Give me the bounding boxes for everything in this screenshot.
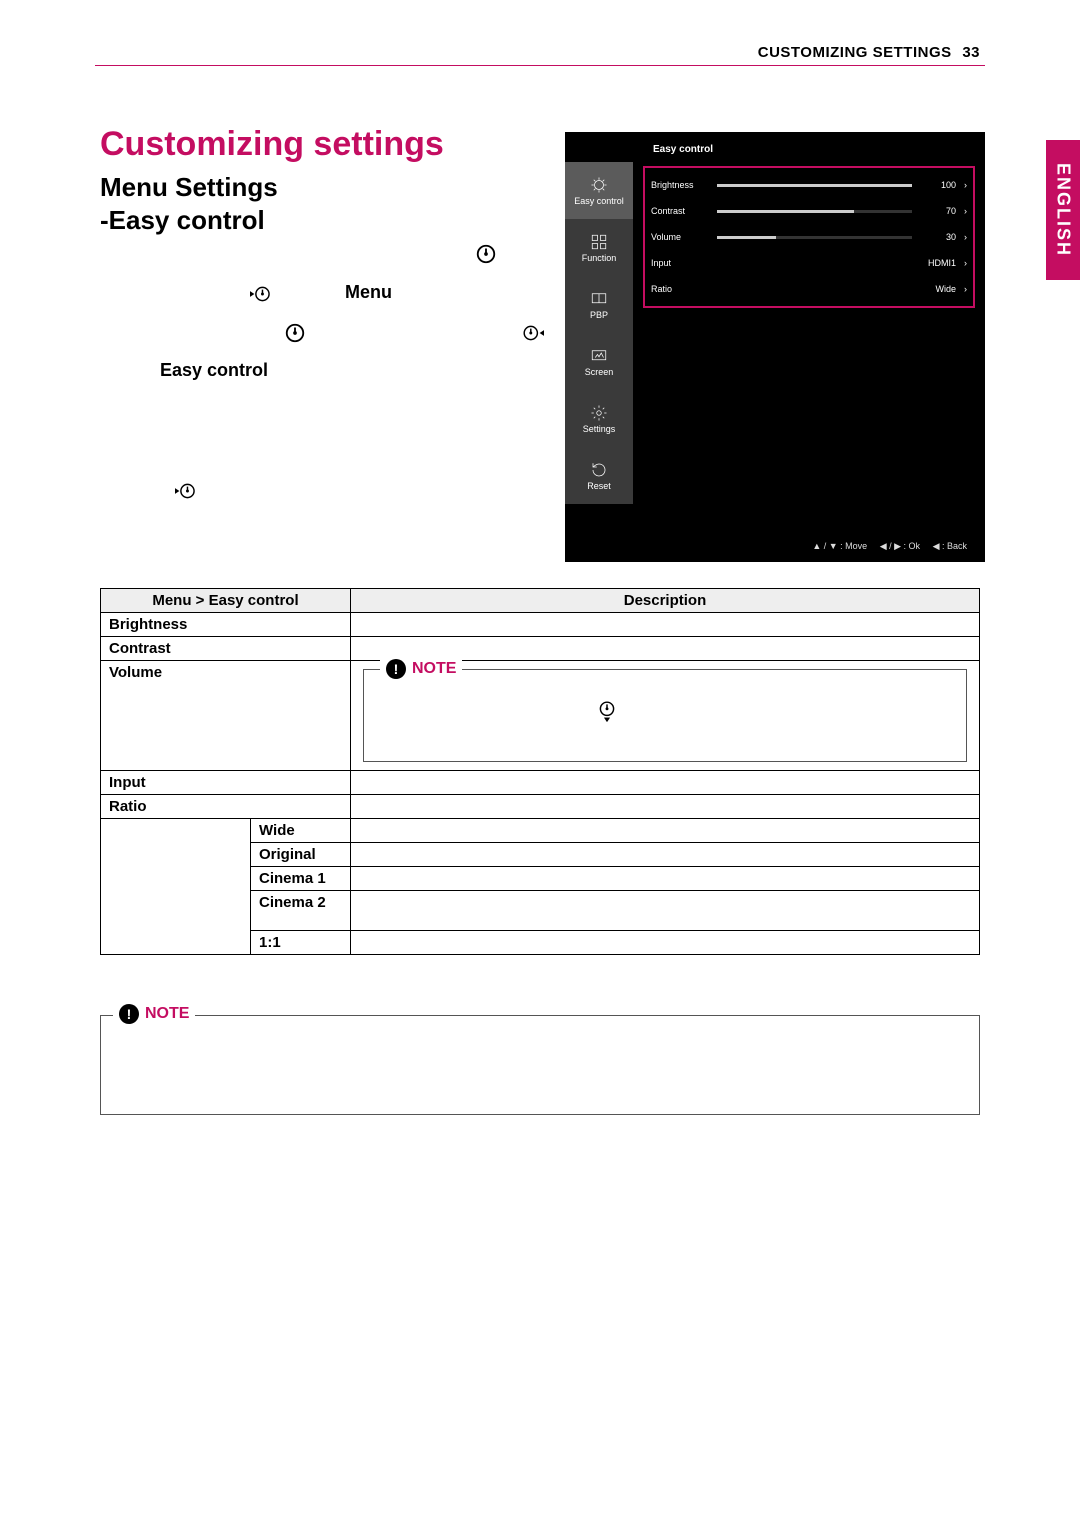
sidebar-item-function[interactable]: Function [565,219,633,276]
note-box: ! NOTE [363,669,967,762]
osd-title: Easy control [653,144,713,155]
sidebar-item-screen[interactable]: Screen [565,333,633,390]
sidebar-item-label: Easy control [574,196,624,206]
osd-footer: ▲ / ▼ : Move ◀ / ▶ : Ok ◀ : Back [802,541,967,552]
section-title: Menu Settings [100,172,278,203]
slider-fill [717,236,776,239]
page-number: 33 [962,44,980,61]
chevron-right-icon: › [964,232,967,242]
table-row-sublabel: Original [251,843,351,867]
table-cell [351,891,980,931]
joystick-icon [475,243,497,265]
joystick-left-icon [175,480,197,502]
osd-row-value: 70 [918,206,956,216]
language-label: ENGLISH [1053,163,1074,257]
sidebar-item-easy[interactable]: Easy control [565,162,633,219]
sidebar-item-label: Settings [583,424,616,434]
chevron-right-icon: › [964,180,967,190]
osd-panel: Brightness 100 › Contrast 70 › Volume 30… [643,166,975,308]
slider-track [717,210,912,213]
table-row-sublabel: Cinema 1 [251,867,351,891]
joystick-right-icon [522,322,544,344]
table-row-label: Brightness [101,613,351,637]
note-label: ! NOTE [380,659,462,679]
table-row-sublabel: Wide [251,819,351,843]
chevron-right-icon: › [964,206,967,216]
manual-page: CUSTOMIZING SETTINGS 33 ENGLISH Customiz… [0,0,1080,1524]
sidebar-item-settings[interactable]: Settings [565,390,633,447]
table-header-path: Menu > Easy control [101,589,351,613]
sidebar-item-label: Reset [587,481,611,491]
osd-row-value: 100 [918,180,956,190]
table-cell [351,867,980,891]
table-row-label: Input [101,771,351,795]
table-cell [351,613,980,637]
footer-hint-back: ◀ : Back [933,541,967,551]
osd-row-value: 30 [918,232,956,242]
inline-word-menu: Menu [345,282,392,303]
table-row-label: Contrast [101,637,351,661]
osd-row-value: HDMI1 [928,258,956,268]
footer-hint-ok: ◀ / ▶ : Ok [880,541,920,551]
table-cell [351,843,980,867]
chevron-right-icon: › [964,258,967,268]
osd-row-brightness[interactable]: Brightness 100 › [651,172,967,198]
note-label: ! NOTE [113,1004,195,1024]
osd-screenshot: Easy control Easy control Function PBP S… [565,132,985,562]
table-cell [351,637,980,661]
page-title: Customizing settings [100,125,444,164]
osd-row-label: Volume [651,232,711,242]
chevron-right-icon: › [964,284,967,294]
osd-row-label: Contrast [651,206,711,216]
table-row-sublabel: 1:1 [251,931,351,955]
table-cell [351,771,980,795]
table-cell [351,931,980,955]
running-header: CUSTOMIZING SETTINGS 33 [758,44,980,61]
table-cell [351,819,980,843]
header-rule [95,65,985,66]
note-text: NOTE [412,660,456,678]
table-cell [351,795,980,819]
subsection-title: -Easy control [100,205,265,236]
sidebar-item-reset[interactable]: Reset [565,447,633,504]
osd-row-input[interactable]: Input HDMI1 › [651,250,967,276]
osd-sidebar: Easy control Function PBP Screen Setting… [565,162,633,504]
header-label: CUSTOMIZING SETTINGS [758,44,952,61]
footer-hint-move: ▲ / ▼ : Move [812,541,867,551]
language-tab: ENGLISH [1046,140,1080,280]
exclamation-icon: ! [386,659,406,679]
sidebar-item-pbp[interactable]: PBP [565,276,633,333]
joystick-down-icon [596,700,618,722]
osd-row-ratio[interactable]: Ratio Wide › [651,276,967,302]
slider-track [717,236,912,239]
osd-row-volume[interactable]: Volume 30 › [651,224,967,250]
sidebar-item-label: Screen [585,367,614,377]
osd-row-label: Brightness [651,180,711,190]
osd-row-value: Wide [935,284,956,294]
table-cell-note: ! NOTE [351,661,980,771]
table-row-label: Ratio [101,795,351,819]
inline-word-easy: Easy control [160,360,268,381]
osd-row-label: Input [651,258,711,268]
osd-row-contrast[interactable]: Contrast 70 › [651,198,967,224]
sidebar-item-label: PBP [590,310,608,320]
joystick-left-icon [250,283,272,305]
joystick-icon [284,322,306,344]
slider-fill [717,184,912,187]
slider-track [717,184,912,187]
exclamation-icon: ! [119,1004,139,1024]
note-text: NOTE [145,1005,189,1023]
table-row-sublabel: Cinema 2 [251,891,351,931]
table-header-desc: Description [351,589,980,613]
description-table: Menu > Easy control Description Brightne… [100,588,980,955]
bottom-note-box: ! NOTE [100,1015,980,1115]
table-row-label: Volume [101,661,351,771]
slider-fill [717,210,854,213]
table-row-label [101,819,251,955]
sidebar-item-label: Function [582,253,617,263]
osd-row-label: Ratio [651,284,711,294]
